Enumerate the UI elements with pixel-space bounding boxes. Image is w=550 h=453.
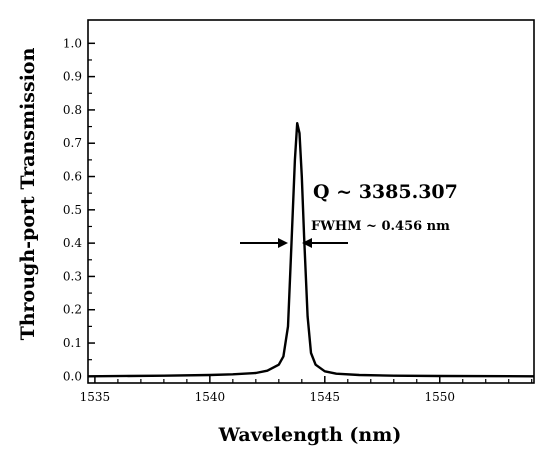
x-tick-label: 1545 — [310, 390, 341, 404]
x-tick-label: 1535 — [80, 390, 111, 404]
y-tick-label: 0.8 — [63, 103, 82, 117]
fwhm-annotation: FWHM ~ 0.456 nm — [311, 219, 450, 234]
fwhm-right-arrow — [302, 238, 348, 248]
y-tick-label: 0.7 — [63, 136, 82, 150]
y-tick-label: 0.0 — [63, 369, 82, 383]
y-tick-label: 1.0 — [63, 36, 82, 50]
x-tick-label: 1550 — [424, 390, 455, 404]
y-axis-title: Through-port Transmission — [17, 47, 39, 340]
y-axis-ticks: 0.0 0.1 0.2 0.3 0.4 0.5 0.6 0.7 0.8 0.9 1.0 — [63, 36, 95, 383]
transmission-curve — [87, 122, 535, 378]
q-factor-annotation: Q ~ 3385.307 — [313, 181, 458, 203]
plot-frame — [87, 19, 535, 384]
y-tick-label: 0.3 — [63, 269, 82, 283]
fwhm-left-arrow — [240, 238, 288, 248]
x-axis-title: Wavelength (nm) — [218, 424, 402, 446]
y-tick-label: 0.1 — [63, 336, 82, 350]
x-tick-label: 1540 — [195, 390, 226, 404]
x-axis-ticks: 1535 1540 1545 1550 — [80, 376, 533, 404]
y-tick-label: 0.5 — [63, 203, 82, 217]
y-tick-label: 0.4 — [63, 236, 82, 250]
y-tick-label: 0.6 — [63, 170, 82, 184]
y-tick-label: 0.9 — [63, 70, 82, 84]
y-tick-label: 0.2 — [63, 303, 82, 317]
